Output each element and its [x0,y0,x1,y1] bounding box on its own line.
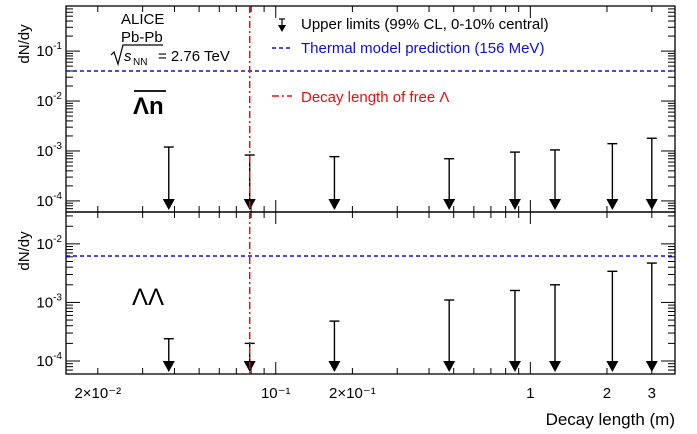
upper-limit-arrow-bottom [162,361,175,372]
legend-decay: Decay length of free Λ [301,89,449,106]
upper-limit-arrow-top [645,199,658,210]
x-tick-label: 2×10⁻¹ [329,385,376,402]
upper-limit-arrow-top [549,199,562,210]
panel-label-lambda-lambda: ΛΛ [132,284,164,311]
y-tick-label-top: 10-3 [36,141,62,160]
panel-label-lambda-n: Λn [133,93,164,120]
energy-sqrt-var: s [124,48,132,65]
system-label: Pb-Pb [121,29,163,46]
panel-frame-bottom [65,211,676,375]
experiment-label: ALICE [121,11,164,28]
upper-limit-arrow-bottom [606,361,619,372]
y-tick-label-bottom: 10-2 [36,234,62,253]
x-tick-label: 3 [648,385,656,402]
upper-limit-arrow-top [443,199,456,210]
energy-value: = 2.76 TeV [158,48,230,65]
sqrt-symbol [110,44,163,67]
legend-upper-limit-marker [278,18,286,32]
upper-limit-arrow-top [162,199,175,210]
y-tick-label-top: 10-4 [36,191,62,210]
x-tick-label: 1 [526,385,534,402]
y-tick-label-top: 10-1 [36,41,62,60]
x-axis-label: Decay length (m) [546,410,675,429]
energy-label: s NN = 2.76 TeV [110,44,230,68]
y-tick-label-bottom: 10-3 [36,292,62,311]
panel-lambda-lambda: 10-4 10-3 10-2 [36,211,676,375]
panel-lambda-n: 10-4 10-3 10-2 10-1 [36,5,676,213]
upper-limit-arrow-bottom [443,361,456,372]
legend: Upper limits (99% CL, 0-10% central) The… [272,16,549,106]
upper-limit-arrow-bottom [328,361,341,372]
x-tick-label: 10⁻¹ [261,385,291,402]
y-tick-label-bottom: 10-4 [36,351,62,370]
upper-limit-arrow-bottom [508,361,521,372]
upper-limit-arrow-top [508,199,521,210]
x-tick-label: 2×10⁻² [74,385,121,402]
energy-sub: NN [133,57,147,68]
upper-limit-arrow-bottom [549,361,562,372]
upper-limit-arrow-top [328,199,341,210]
y-axis-label-top: dN/dy [16,24,33,64]
y-axis-label-bottom: dN/dy [16,231,33,271]
y-tick-label-top: 10-2 [36,91,62,110]
x-tick-label: 2 [603,385,611,402]
legend-thermal: Thermal model prediction (156 MeV) [301,40,544,57]
upper-limit-arrow-bottom [645,361,658,372]
upper-limit-arrow-top [606,199,619,210]
legend-upper-limits: Upper limits (99% CL, 0-10% central) [301,16,549,33]
